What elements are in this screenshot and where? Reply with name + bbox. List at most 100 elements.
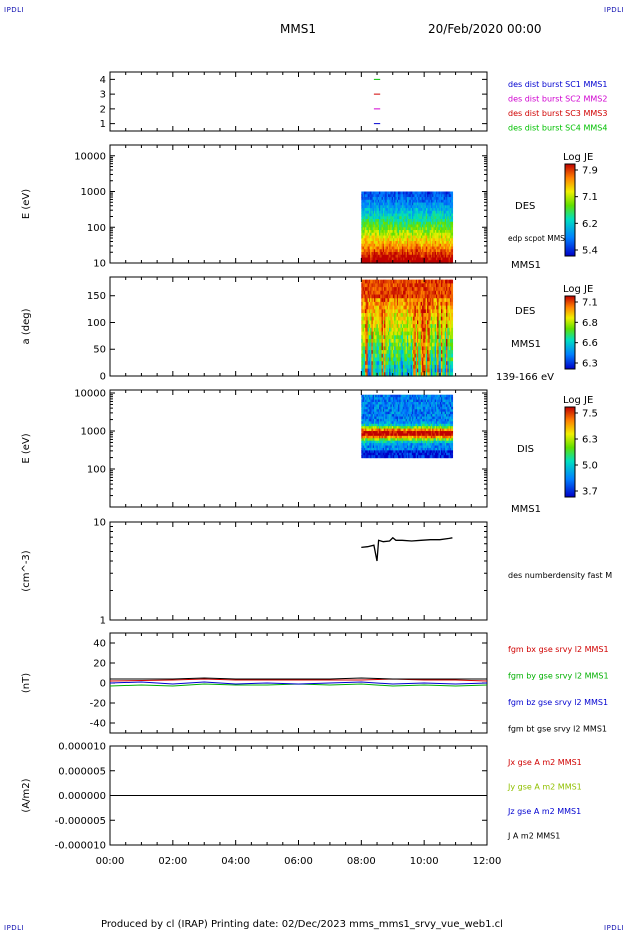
heat-cell — [384, 213, 386, 217]
heat-cell — [392, 438, 395, 442]
heat-cell — [367, 238, 370, 242]
heat-cell — [392, 335, 395, 340]
heat-cell — [419, 254, 422, 259]
heat-cell — [444, 249, 447, 253]
heat-cell — [386, 241, 389, 245]
heat-cell — [376, 428, 379, 432]
heat-cell — [446, 327, 448, 333]
heat-cell — [386, 447, 389, 451]
heat-cell — [437, 372, 440, 377]
heat-cell — [386, 399, 389, 403]
heat-cell — [386, 368, 389, 373]
heat-cell — [447, 298, 450, 303]
heat-cell — [425, 249, 428, 253]
heat-cell — [446, 313, 448, 318]
heat-cell — [363, 194, 366, 198]
heat-cell — [413, 205, 416, 209]
heat-cell — [385, 235, 388, 239]
heat-cell — [409, 316, 412, 322]
heat-cell — [395, 205, 398, 209]
heat-cell — [376, 313, 379, 318]
heat-cell — [377, 445, 380, 449]
heat-cell — [398, 227, 400, 231]
heat-cell — [415, 320, 418, 325]
heat-cell — [437, 197, 440, 201]
heat-cell — [396, 279, 399, 284]
heat-cell — [404, 406, 407, 410]
heat-cell — [381, 213, 384, 217]
heat-cell — [428, 194, 431, 198]
heat-cell — [370, 361, 373, 366]
heat-cell — [390, 401, 393, 406]
heat-cell — [411, 221, 414, 226]
heat-cell — [390, 316, 393, 322]
heat-cell — [414, 241, 417, 245]
heat-cell — [365, 338, 367, 344]
heat-cell — [411, 202, 414, 206]
heat-cell — [375, 232, 378, 237]
heat-cell — [406, 331, 409, 336]
heat-cell — [413, 210, 416, 215]
heat-cell — [396, 342, 399, 347]
heat-cell — [363, 409, 366, 413]
heat-cell — [446, 324, 448, 329]
heat-cell — [425, 202, 428, 206]
heat-cell — [446, 346, 448, 351]
heat-cell — [367, 338, 370, 344]
heat-cell — [400, 213, 403, 217]
heat-cell — [399, 298, 402, 303]
heat-cell — [367, 232, 370, 237]
heat-cell — [404, 309, 407, 314]
heat-cell — [417, 246, 419, 250]
heat-cell — [447, 197, 450, 201]
heat-cell — [379, 305, 381, 310]
heat-cell — [400, 411, 403, 415]
heat-cell — [387, 235, 390, 239]
heat-cell — [414, 342, 417, 347]
heat-cell — [368, 361, 371, 366]
heat-cell — [386, 411, 389, 415]
heat-cell — [399, 426, 402, 430]
heat-cell — [390, 254, 393, 259]
heat-cell — [406, 346, 409, 351]
heat-cell — [365, 194, 367, 198]
heat-cell — [386, 238, 389, 242]
heat-cell — [367, 428, 370, 432]
heat-cell — [373, 260, 376, 264]
heat-cell — [379, 433, 381, 437]
heat-cell — [420, 320, 423, 325]
heat-cell — [361, 298, 364, 303]
heat-cell — [370, 430, 373, 435]
heat-cell — [443, 216, 446, 220]
heat-cell — [366, 342, 369, 347]
heat-cell — [448, 235, 451, 239]
heat-cell — [411, 230, 414, 234]
heat-cell — [433, 331, 436, 336]
heat-cell — [420, 335, 423, 340]
heat-cell — [446, 316, 448, 322]
heat-cell — [451, 208, 454, 212]
heat-cell — [442, 324, 445, 329]
heat-cell — [395, 298, 398, 303]
heat-cell — [420, 227, 423, 231]
heat-cell — [399, 194, 402, 198]
heat-cell — [376, 298, 379, 303]
heat-cell — [437, 219, 440, 223]
heat-cell — [448, 338, 451, 344]
heat-cell — [425, 191, 428, 195]
heat-cell — [443, 205, 446, 209]
heat-cell — [372, 313, 375, 318]
heat-cell — [389, 368, 392, 373]
heat-cell — [370, 252, 373, 256]
heat-cell — [424, 202, 427, 206]
heat-cell — [404, 205, 407, 209]
heat-cell — [394, 287, 397, 292]
heat-cell — [442, 309, 445, 314]
heat-cell — [384, 428, 386, 432]
heat-cell — [385, 409, 388, 413]
heat-cell — [373, 353, 376, 359]
heat-cell — [380, 327, 383, 333]
heat-cell — [362, 335, 365, 340]
heat-cell — [396, 421, 399, 425]
heat-cell — [387, 199, 390, 204]
